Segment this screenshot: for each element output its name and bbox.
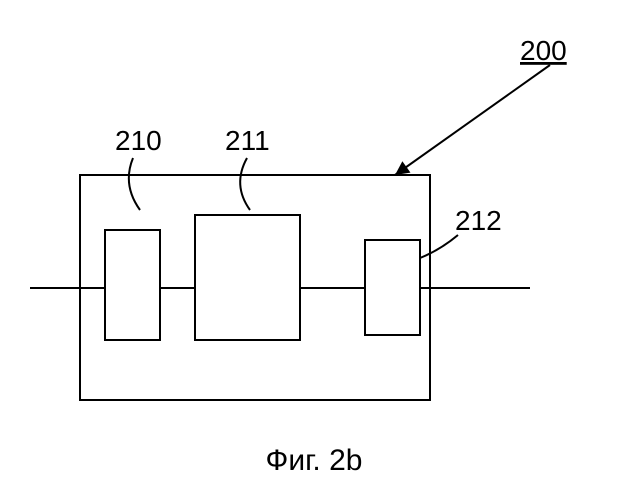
block-210-label: 210	[115, 125, 162, 156]
block-211-label: 211	[225, 125, 270, 156]
block-211	[195, 215, 300, 340]
block-210	[105, 230, 160, 340]
figure-caption: Фиг. 2b	[266, 444, 363, 477]
main-label: 200	[520, 35, 567, 66]
block-212-label: 212	[455, 205, 502, 236]
block-212	[365, 240, 420, 335]
figure-diagram: 210 211 212 200 Фиг. 2b	[0, 0, 628, 500]
